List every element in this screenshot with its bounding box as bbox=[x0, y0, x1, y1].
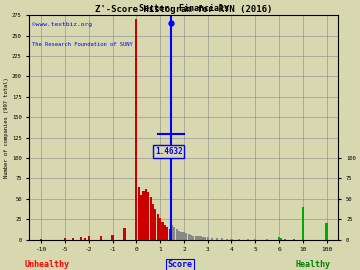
Bar bbox=[192, 236, 194, 240]
Bar bbox=[226, 239, 228, 240]
Bar bbox=[221, 238, 223, 240]
Bar bbox=[230, 239, 233, 240]
Bar bbox=[123, 228, 126, 240]
Bar bbox=[88, 236, 90, 240]
Text: Unhealthy: Unhealthy bbox=[24, 260, 69, 269]
Bar bbox=[207, 237, 209, 240]
Bar bbox=[64, 238, 66, 240]
Bar bbox=[197, 237, 199, 240]
Text: The Research Foundation of SUNY: The Research Foundation of SUNY bbox=[32, 42, 133, 47]
Bar bbox=[195, 236, 197, 240]
Text: ©www.textbiz.org: ©www.textbiz.org bbox=[32, 22, 93, 27]
Bar bbox=[247, 239, 249, 240]
Bar bbox=[284, 239, 286, 240]
Bar bbox=[145, 189, 147, 240]
Bar bbox=[173, 227, 175, 240]
Bar bbox=[161, 222, 163, 240]
Y-axis label: Number of companies (997 total): Number of companies (997 total) bbox=[4, 77, 9, 178]
Bar bbox=[166, 227, 168, 240]
Bar bbox=[80, 237, 82, 240]
Bar bbox=[183, 232, 185, 240]
Bar bbox=[157, 214, 159, 240]
Text: Score: Score bbox=[167, 260, 193, 269]
Bar bbox=[190, 235, 192, 240]
Bar bbox=[147, 192, 149, 240]
Bar bbox=[168, 229, 171, 240]
Bar bbox=[178, 231, 180, 240]
Bar bbox=[325, 223, 328, 240]
Bar bbox=[171, 225, 173, 240]
Title: Z'-Score Histogram for RYN (2016): Z'-Score Histogram for RYN (2016) bbox=[95, 5, 273, 15]
Bar bbox=[211, 238, 213, 240]
Bar bbox=[280, 238, 282, 240]
Bar bbox=[149, 197, 152, 240]
Bar bbox=[159, 218, 161, 240]
Bar bbox=[293, 239, 295, 240]
Bar bbox=[238, 239, 240, 240]
Bar bbox=[185, 233, 187, 240]
Bar bbox=[188, 234, 190, 240]
Text: 1.4632: 1.4632 bbox=[155, 147, 183, 156]
Bar bbox=[112, 235, 114, 240]
Bar bbox=[154, 209, 157, 240]
Bar bbox=[152, 204, 154, 240]
Bar bbox=[202, 237, 204, 240]
Bar bbox=[302, 207, 304, 240]
Bar bbox=[266, 239, 268, 240]
Bar bbox=[140, 195, 142, 240]
Bar bbox=[176, 229, 178, 240]
Bar bbox=[199, 237, 202, 240]
Bar bbox=[302, 232, 304, 240]
Bar bbox=[216, 238, 218, 240]
Bar bbox=[138, 187, 140, 240]
Text: Healthy: Healthy bbox=[296, 260, 331, 269]
Text: Sector: Financials: Sector: Financials bbox=[139, 4, 229, 13]
Bar bbox=[302, 230, 304, 240]
Bar bbox=[180, 232, 183, 240]
Bar bbox=[278, 237, 280, 240]
Bar bbox=[84, 238, 86, 240]
Bar bbox=[135, 19, 138, 240]
Bar bbox=[100, 237, 102, 240]
Bar bbox=[143, 191, 144, 240]
Bar bbox=[204, 237, 206, 240]
Bar bbox=[40, 239, 42, 240]
Bar bbox=[164, 225, 166, 240]
Bar bbox=[254, 239, 256, 240]
Bar bbox=[72, 238, 74, 240]
